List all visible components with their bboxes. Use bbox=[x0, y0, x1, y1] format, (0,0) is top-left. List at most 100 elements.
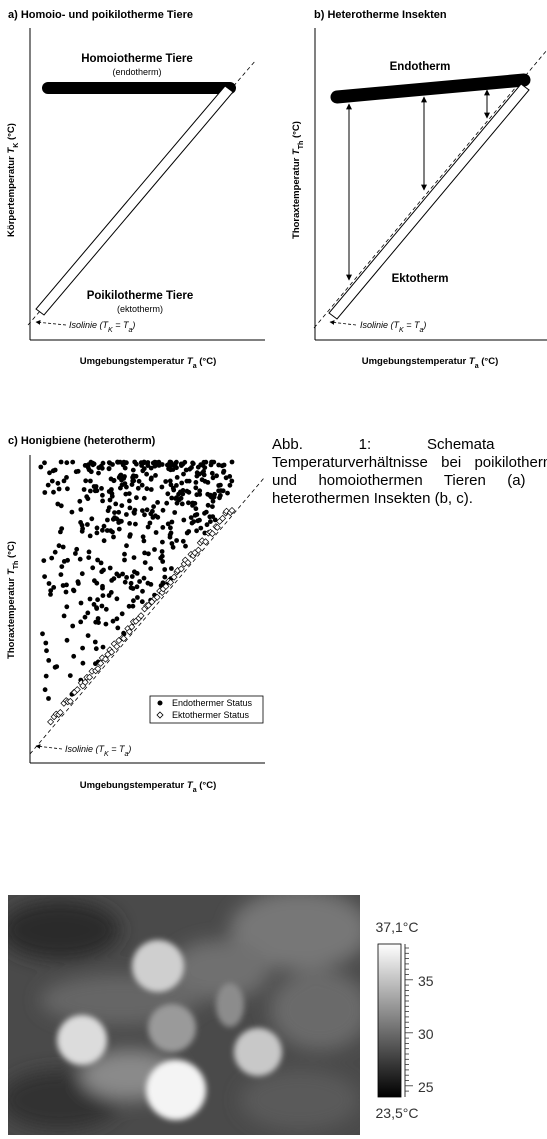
scatter-dot bbox=[88, 459, 94, 465]
label-part: T bbox=[103, 320, 110, 330]
scatter-dot bbox=[198, 462, 204, 468]
scatter-dot bbox=[114, 616, 120, 622]
scatter-dot bbox=[183, 467, 189, 473]
scatter-dot bbox=[99, 486, 104, 491]
scatter-dot bbox=[117, 519, 123, 524]
scatter-dot bbox=[85, 610, 91, 616]
scatter-dot bbox=[173, 496, 179, 501]
scatter-dot bbox=[144, 507, 150, 513]
scatter-dot bbox=[96, 620, 101, 625]
scatter-diamond bbox=[177, 565, 185, 573]
scatter-diamond bbox=[184, 559, 192, 567]
panel-a bbox=[27, 28, 265, 341]
label-part: = bbox=[404, 320, 414, 330]
scatter-diamond bbox=[108, 648, 116, 656]
legend-dot bbox=[157, 700, 163, 706]
label-part: T bbox=[6, 147, 17, 154]
scatter-dot bbox=[191, 519, 197, 525]
scatter-dot bbox=[111, 534, 116, 540]
scatter-dot bbox=[77, 498, 83, 504]
scatter-dot bbox=[71, 653, 77, 659]
scatter-diamond bbox=[56, 709, 64, 716]
scatter-dot bbox=[64, 460, 70, 466]
scatter-dot bbox=[124, 575, 129, 580]
scatter-dot bbox=[58, 572, 64, 577]
scatter-dot bbox=[166, 466, 172, 472]
scatter-dot bbox=[141, 538, 147, 544]
scatter-dot bbox=[86, 549, 92, 555]
scatter-diamond bbox=[102, 655, 109, 663]
scatter-dot bbox=[218, 482, 223, 488]
scatter-dot bbox=[140, 588, 145, 594]
scatter-dot bbox=[108, 476, 114, 482]
lower-label: Ektotherm bbox=[392, 273, 449, 285]
legend-box bbox=[149, 695, 264, 724]
scatter-dot bbox=[139, 463, 145, 468]
scatter-dot bbox=[159, 549, 165, 554]
arrow bbox=[329, 320, 357, 326]
scatter-dot bbox=[168, 459, 174, 465]
label-part: Thoraxtemperatur bbox=[291, 155, 302, 239]
scatter-dot bbox=[139, 482, 145, 488]
scatter-dot bbox=[122, 465, 128, 471]
scatter-dot bbox=[56, 543, 62, 549]
scatter-dot bbox=[78, 520, 83, 525]
scatter-dot bbox=[152, 547, 157, 552]
scatter-dot bbox=[198, 525, 204, 531]
scatter-dot bbox=[131, 509, 137, 515]
scatter-dot bbox=[122, 557, 127, 563]
ektotherm-bar bbox=[328, 83, 530, 320]
scatter-dot bbox=[70, 459, 76, 465]
scatter-diamond bbox=[128, 623, 136, 631]
scatter-dot bbox=[74, 546, 80, 552]
label-part: T bbox=[414, 320, 421, 330]
label-part: a bbox=[193, 787, 197, 794]
scatter-dot bbox=[42, 687, 48, 693]
scatter-dot bbox=[163, 479, 169, 484]
scatter-diamond bbox=[213, 523, 221, 531]
scatter-dot bbox=[87, 533, 93, 539]
scatter-dot bbox=[42, 490, 48, 495]
scatter-dot bbox=[41, 558, 47, 563]
scatter-dot bbox=[144, 486, 150, 492]
scatter-dot bbox=[101, 523, 107, 529]
scatter-dot bbox=[216, 488, 222, 494]
scatter-dot bbox=[132, 569, 137, 575]
scatter-dot bbox=[127, 534, 133, 539]
scatter-diamond bbox=[194, 546, 202, 554]
endotherm-bar bbox=[330, 73, 531, 104]
scatter-dot bbox=[100, 498, 105, 504]
scatter-dot bbox=[99, 603, 105, 609]
scatter-dot bbox=[181, 517, 187, 523]
label-part: T bbox=[119, 744, 126, 754]
scatter-dot bbox=[173, 460, 179, 466]
scatter-dot bbox=[220, 488, 226, 494]
scatter-dot bbox=[139, 599, 145, 605]
scatter-dot bbox=[55, 480, 61, 486]
scatter-dot bbox=[119, 611, 125, 617]
upper-note: (endotherm) bbox=[112, 67, 161, 77]
scatter-dot bbox=[210, 514, 216, 519]
scatter-diamond bbox=[162, 582, 170, 590]
isoline bbox=[313, 49, 547, 329]
scatter-dot bbox=[169, 566, 174, 571]
scatter-dot bbox=[99, 569, 105, 575]
label-part: a bbox=[124, 751, 128, 758]
scatter-dot bbox=[131, 598, 136, 604]
scatter-diamond bbox=[167, 578, 175, 586]
label-part: Isolinie ( bbox=[69, 320, 104, 330]
scatter-dot bbox=[167, 478, 173, 484]
scatter-dot bbox=[216, 462, 222, 468]
scatter-dot bbox=[52, 549, 58, 555]
scatter-dot bbox=[46, 696, 51, 701]
scatter-dot bbox=[128, 585, 134, 591]
scatter-dot bbox=[132, 459, 138, 465]
scatter-dot bbox=[52, 467, 58, 473]
label-part: T bbox=[291, 148, 302, 155]
label-part: Isolinie ( bbox=[65, 744, 100, 754]
scatter-dot bbox=[82, 614, 88, 620]
scatter-dot bbox=[183, 543, 188, 549]
scatter-dot bbox=[142, 550, 148, 556]
scatter-dot bbox=[148, 566, 154, 571]
